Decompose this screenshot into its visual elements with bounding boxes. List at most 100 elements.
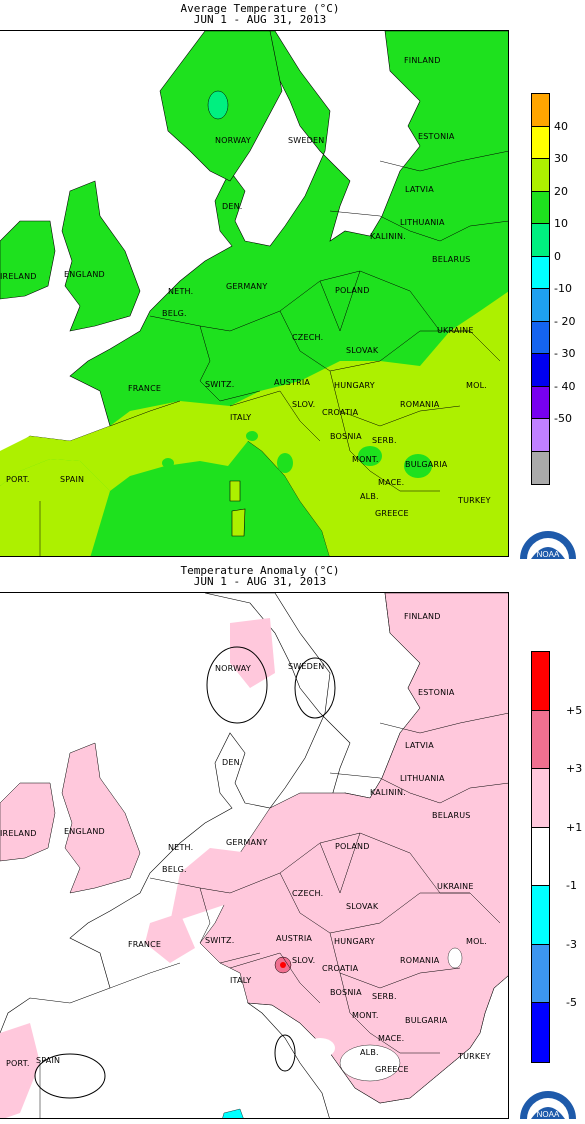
country-label: NETH. xyxy=(168,843,194,852)
legend-tick-label: -3 xyxy=(566,937,577,951)
country-label: PORT. xyxy=(6,475,30,484)
country-label: SLOV. xyxy=(292,400,316,409)
country-label: BELARUS xyxy=(432,811,471,820)
country-label: ROMANIA xyxy=(400,400,440,409)
legend-swatch xyxy=(532,451,549,484)
country-label: BOSNIA xyxy=(330,432,362,441)
noaa-logo-text: NOAA xyxy=(537,1110,560,1119)
country-label: BULGARIA xyxy=(405,460,448,469)
country-label: FINLAND xyxy=(404,612,441,621)
anomaly-map xyxy=(0,592,509,1119)
legend-swatch xyxy=(532,94,549,127)
country-label: SWEDEN xyxy=(288,662,325,671)
country-label: KALININ. xyxy=(370,788,406,797)
country-label: AUSTRIA xyxy=(274,378,311,387)
country-label: CROATIA xyxy=(322,964,359,973)
legend-tick-label: -5 xyxy=(566,996,577,1009)
legend-tick-label: 30 xyxy=(554,152,568,165)
country-label: LITHUANIA xyxy=(400,218,445,227)
country-label: ALB. xyxy=(360,492,379,501)
country-label: NORWAY xyxy=(215,664,251,673)
country-label: GERMANY xyxy=(226,282,268,291)
country-label: UKRAINE xyxy=(437,882,474,891)
country-label: KALININ. xyxy=(370,232,406,241)
country-label: MOL. xyxy=(466,937,487,946)
country-label: GREECE xyxy=(375,1065,409,1074)
country-label: FRANCE xyxy=(128,384,162,393)
country-label: SPAIN xyxy=(36,1056,61,1065)
country-label: ESTONIA xyxy=(418,688,455,697)
country-label: LITHUANIA xyxy=(400,774,445,783)
legend-tick-label: - 30 xyxy=(554,347,576,360)
noaa-logo-text: NOAA xyxy=(537,550,560,559)
country-label: LATVIA xyxy=(405,741,434,750)
anomaly-legend xyxy=(531,651,550,1063)
legend-swatch xyxy=(532,710,549,769)
legend-tick-label: - 40 xyxy=(554,379,576,393)
legend-tick-label: 20 xyxy=(554,184,568,198)
country-label: SWITZ. xyxy=(205,936,235,945)
country-label: TURKEY xyxy=(458,1052,491,1061)
country-label: MONT. xyxy=(352,1011,379,1020)
country-label: SERB. xyxy=(372,992,397,1001)
country-label: BULGARIA xyxy=(405,1016,448,1025)
noaa-logo-icon: NOAA xyxy=(520,531,576,559)
legend-swatch xyxy=(532,386,549,419)
legend-swatch xyxy=(532,224,549,257)
country-label: MACE. xyxy=(378,478,405,487)
country-label: MOL. xyxy=(466,381,487,390)
country-label: CROATIA xyxy=(322,408,359,417)
country-label: NORWAY xyxy=(215,136,251,145)
country-label: BELG. xyxy=(162,309,187,318)
legend-swatch xyxy=(532,256,549,289)
average-temperature-panel: Average Temperature (°C) JUN 1 - AUG 31,… xyxy=(0,2,576,559)
legend-swatch xyxy=(532,886,549,945)
legend-tick-label: -10 xyxy=(554,282,572,295)
legend-tick-label: 10 xyxy=(554,217,568,230)
legend-swatch xyxy=(532,1003,549,1062)
temperature-anomaly-panel: Temperature Anomaly (°C) JUN 1 - AUG 31,… xyxy=(0,562,585,1124)
country-label: GREECE xyxy=(375,509,409,518)
country-label: GERMANY xyxy=(226,838,268,847)
country-label: SLOVAK xyxy=(346,902,379,911)
country-label: CZECH. xyxy=(292,333,324,342)
country-label: ROMANIA xyxy=(400,956,440,965)
legend-tick-label: +3 xyxy=(566,762,583,775)
country-label: ITALY xyxy=(230,413,252,422)
country-label: NETH. xyxy=(168,287,194,296)
map-date-range: JUN 1 - AUG 31, 2013 xyxy=(193,575,327,588)
country-label: HUNGARY xyxy=(334,937,375,946)
noaa-logo-icon: NOAA xyxy=(520,1091,576,1119)
legend-tick-label: -50 xyxy=(554,412,572,425)
country-label: SPAIN xyxy=(60,475,85,484)
country-label: SLOV. xyxy=(292,956,316,965)
legend-swatch xyxy=(532,652,549,711)
country-label: LATVIA xyxy=(405,185,434,194)
country-label: ENGLAND xyxy=(64,827,105,836)
legend-swatch xyxy=(532,419,549,452)
country-label: ITALY xyxy=(230,976,252,985)
country-label: PORT. xyxy=(6,1059,30,1068)
map-title: Average Temperature (°C) xyxy=(180,2,340,15)
country-label: AUSTRIA xyxy=(276,934,313,943)
country-label: TURKEY xyxy=(458,496,491,505)
legend-tick-label: 0 xyxy=(554,249,561,263)
country-label: SLOVAK xyxy=(346,346,379,355)
country-label: CZECH. xyxy=(292,889,324,898)
country-label: POLAND xyxy=(335,286,370,295)
country-label: ALB. xyxy=(360,1048,379,1057)
country-label: ESTONIA xyxy=(418,132,455,141)
legend-tick-label: +1 xyxy=(566,820,583,834)
country-label: IRELAND xyxy=(0,272,37,281)
country-label: MONT. xyxy=(352,455,379,464)
legend-swatch xyxy=(532,944,549,1003)
country-label: SWEDEN xyxy=(288,136,325,145)
map-date-range: JUN 1 - AUG 31, 2013 xyxy=(193,13,327,26)
temperature-legend xyxy=(531,93,550,485)
legend-swatch xyxy=(532,159,549,192)
country-label: IRELAND xyxy=(0,829,37,838)
legend-swatch xyxy=(532,769,549,828)
legend-tick-label: 40 xyxy=(554,119,568,133)
country-label: BOSNIA xyxy=(330,988,362,997)
country-label: UKRAINE xyxy=(437,326,474,335)
